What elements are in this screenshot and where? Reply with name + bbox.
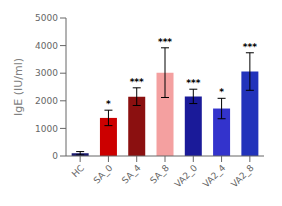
svg-text:HC: HC	[70, 163, 86, 179]
svg-text:5000: 5000	[35, 13, 58, 23]
svg-text:SA_0: SA_0	[92, 163, 115, 186]
svg-text:VA2_0: VA2_0	[173, 163, 200, 190]
svg-text:***: ***	[186, 78, 200, 88]
svg-text:1000: 1000	[35, 124, 58, 134]
svg-text:***: ***	[243, 42, 257, 52]
svg-text:VA2_4: VA2_4	[201, 163, 228, 190]
svg-text:4000: 4000	[35, 41, 58, 51]
svg-text:SA_4: SA_4	[120, 163, 143, 186]
svg-text:3000: 3000	[35, 68, 58, 78]
svg-text:*: *	[106, 99, 111, 109]
svg-text:2000: 2000	[35, 96, 58, 106]
svg-text:VA2_8: VA2_8	[229, 163, 256, 190]
svg-text:*: *	[219, 87, 224, 97]
svg-text:IgE (IU/ml): IgE (IU/ml)	[12, 58, 25, 116]
svg-text:SA_8: SA_8	[148, 163, 171, 186]
svg-text:***: ***	[130, 77, 144, 87]
svg-text:***: ***	[158, 37, 172, 47]
svg-text:0: 0	[52, 151, 58, 161]
